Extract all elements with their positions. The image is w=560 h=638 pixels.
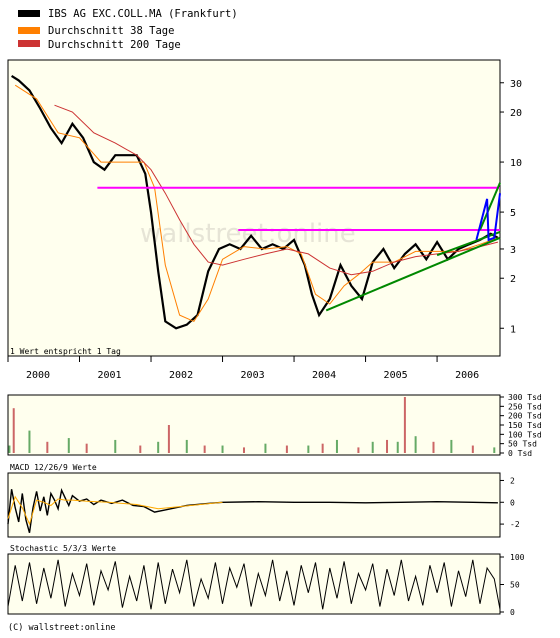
volume-bar	[357, 447, 360, 453]
price-y-tick-label: 30	[510, 79, 522, 90]
macd-y-tick-label: 0	[510, 498, 515, 507]
price-y-tick-label: 5	[510, 208, 516, 219]
volume-y-tick-label: 300 Tsd	[508, 393, 542, 402]
volume-bar	[386, 439, 389, 453]
volume-bar	[396, 441, 399, 453]
legend: IBS AG EXC.COLL.MA (Frankfurt) Durchschn…	[18, 8, 238, 51]
volume-bar	[85, 443, 88, 453]
footer-copyright: (C) wallstreet:online	[8, 623, 115, 633]
stochastic-line	[7, 559, 501, 610]
stochastic-series-layer	[7, 559, 501, 610]
price-y-tick-label: 10	[510, 158, 522, 169]
price-y-tick-label: 3	[510, 245, 516, 256]
macd-y-tick-label: -2	[510, 520, 520, 529]
volume-bar	[157, 441, 160, 453]
volume-y-tick-label: 50 Tsd	[508, 440, 537, 449]
legend-swatch-sma38	[18, 27, 40, 34]
x-tick-label: 2004	[312, 370, 336, 381]
stochastic-panel: Stochastic 5/3/3 Werte 0 50 100	[7, 544, 525, 617]
price-y-tick-label: 1	[510, 324, 516, 335]
macd-signal-line	[7, 495, 223, 526]
x-axis: 2000 2001 2002 2003 2004 2005 2006	[7, 356, 479, 381]
volume-y-tick-label: 250 Tsd	[508, 402, 542, 411]
volume-y-tick-label: 150 Tsd	[508, 421, 542, 430]
volume-bar	[307, 445, 310, 453]
watermark: wallstreet:online	[140, 219, 356, 249]
volume-bar	[371, 441, 374, 453]
volume-bar	[185, 439, 188, 453]
volume-bar	[264, 443, 267, 453]
price-panel: wallstreet:online 1 2 3 5 10 20 30 1 Wert ents…	[7, 59, 522, 357]
stochastic-y-tick-label: 100	[510, 553, 525, 562]
volume-bar	[203, 445, 206, 453]
stochastic-y-axis: 0 50 100	[500, 553, 525, 617]
legend-label-sma38: Durchschnitt 38 Tage	[48, 25, 174, 37]
price-y-tick-label: 20	[510, 108, 522, 119]
volume-bar	[285, 445, 288, 453]
legend-item-sma38: Durchschnitt 38 Tage	[18, 25, 174, 37]
legend-swatch-price	[18, 10, 40, 17]
trend-line	[436, 230, 501, 257]
volume-panel-background	[7, 394, 501, 456]
volume-bars-layer	[8, 397, 496, 453]
price-line	[11, 74, 499, 330]
volume-bar	[321, 443, 324, 453]
x-tick-label: 2001	[98, 370, 122, 381]
legend-item-sma200: Durchschnitt 200 Tage	[18, 39, 181, 51]
volume-bar	[242, 447, 245, 453]
volume-bar	[67, 438, 70, 453]
trend-line	[479, 182, 501, 231]
macd-panel-background	[7, 472, 501, 538]
projection-line	[475, 193, 501, 242]
volume-bar	[167, 425, 170, 453]
volume-bar	[432, 441, 435, 453]
macd-y-tick-label: 2	[510, 476, 515, 485]
volume-bar	[403, 397, 406, 453]
macd-y-axis: -2 0 2	[500, 476, 520, 529]
trend-line	[325, 236, 501, 312]
sma38-line	[14, 84, 499, 323]
price-y-axis: 1 2 3 5 10 20 30	[500, 79, 522, 335]
volume-bar	[335, 439, 338, 453]
stochastic-y-tick-label: 0	[510, 608, 515, 617]
macd-panel: MACD 12/26/9 Werte -2 0 2	[7, 463, 520, 538]
volume-bar	[471, 445, 474, 453]
volume-bar	[414, 436, 417, 453]
legend-swatch-sma200	[18, 40, 40, 47]
volume-bar	[139, 445, 142, 453]
resolution-note: 1 Wert entspricht 1 Tag	[10, 347, 121, 356]
price-y-tick-label: 2	[510, 274, 516, 285]
legend-label-price: IBS AG EXC.COLL.MA (Frankfurt)	[48, 8, 238, 20]
stochastic-y-tick-label: 50	[510, 581, 520, 590]
volume-bar	[114, 439, 117, 453]
volume-bar	[46, 441, 49, 453]
volume-y-tick-label: 100 Tsd	[508, 430, 542, 439]
legend-item-price: IBS AG EXC.COLL.MA (Frankfurt)	[18, 8, 238, 20]
x-tick-label: 2002	[169, 370, 193, 381]
legend-label-sma200: Durchschnitt 200 Tage	[48, 39, 181, 51]
volume-bar	[221, 445, 224, 453]
volume-bar	[8, 445, 11, 453]
sma200-line	[54, 104, 499, 276]
volume-y-tick-label: 200 Tsd	[508, 412, 542, 421]
x-tick-label: 2006	[455, 370, 479, 381]
x-tick-label: 2003	[241, 370, 265, 381]
volume-y-tick-label: 0 Tsd	[508, 449, 532, 458]
price-series-layer	[11, 74, 501, 330]
macd-series-layer	[7, 488, 498, 533]
price-panel-background	[7, 59, 501, 357]
volume-bar	[493, 447, 496, 453]
x-tick-label: 2000	[26, 370, 50, 381]
stochastic-title: Stochastic 5/3/3 Werte	[10, 544, 116, 553]
x-tick-label: 2005	[384, 370, 408, 381]
macd-title: MACD 12/26/9 Werte	[10, 463, 97, 472]
volume-bar	[28, 430, 31, 453]
volume-bar	[450, 439, 453, 453]
volume-bar	[12, 408, 15, 453]
